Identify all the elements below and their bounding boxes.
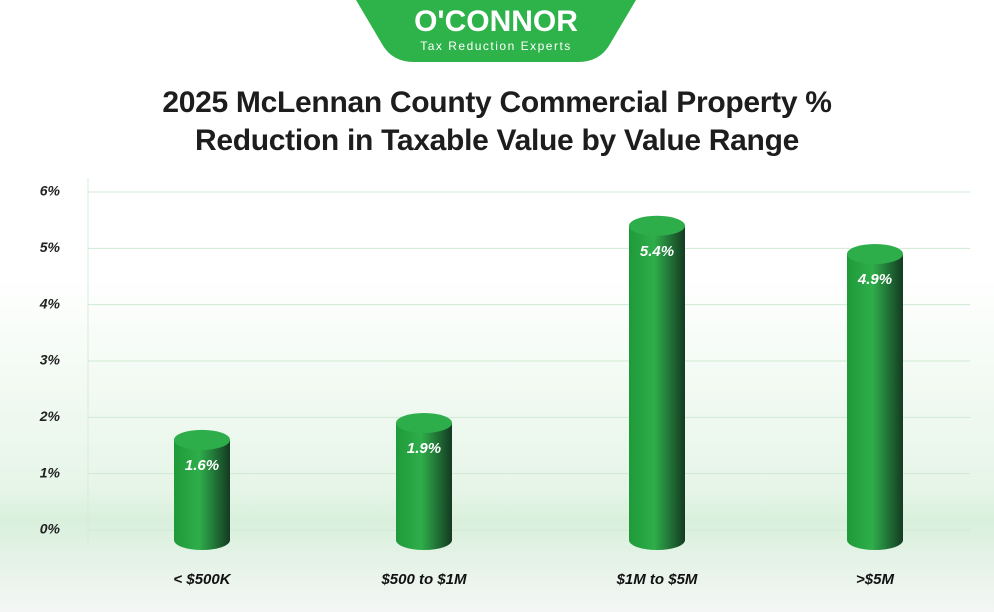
chart-title: 2025 McLennan County Commercial Property…: [162, 86, 832, 157]
value-label: 5.4%: [640, 243, 674, 260]
logo-text: O'CONNOR: [414, 5, 578, 38]
bar-top: [174, 429, 230, 450]
x-tick-label: >$5M: [856, 571, 894, 588]
logo-badge: [356, 0, 636, 62]
x-tick-label: $1M to $5M: [616, 571, 698, 588]
value-label: 1.6%: [185, 457, 219, 474]
y-tick-label: 1%: [40, 464, 61, 480]
logo-tagline: Tax Reduction Experts: [420, 39, 572, 53]
y-tick-label: 4%: [39, 295, 61, 311]
x-tick-label: < $500K: [173, 571, 231, 588]
bar-top: [847, 243, 903, 264]
y-tick-label: 5%: [40, 239, 61, 255]
y-tick-label: 3%: [40, 352, 61, 368]
bar: [629, 225, 685, 541]
bar: [396, 422, 452, 540]
value-label: 1.9%: [407, 440, 441, 457]
y-tick-label: 0%: [40, 521, 61, 537]
bar-top: [396, 412, 452, 433]
value-label: 4.9%: [857, 271, 892, 288]
bar: [847, 253, 903, 540]
bar-top: [629, 215, 685, 236]
x-tick-label: $500 to $1M: [380, 571, 467, 588]
bar: [174, 439, 230, 540]
y-tick-label: 6%: [40, 183, 61, 199]
y-tick-label: 2%: [39, 408, 61, 424]
